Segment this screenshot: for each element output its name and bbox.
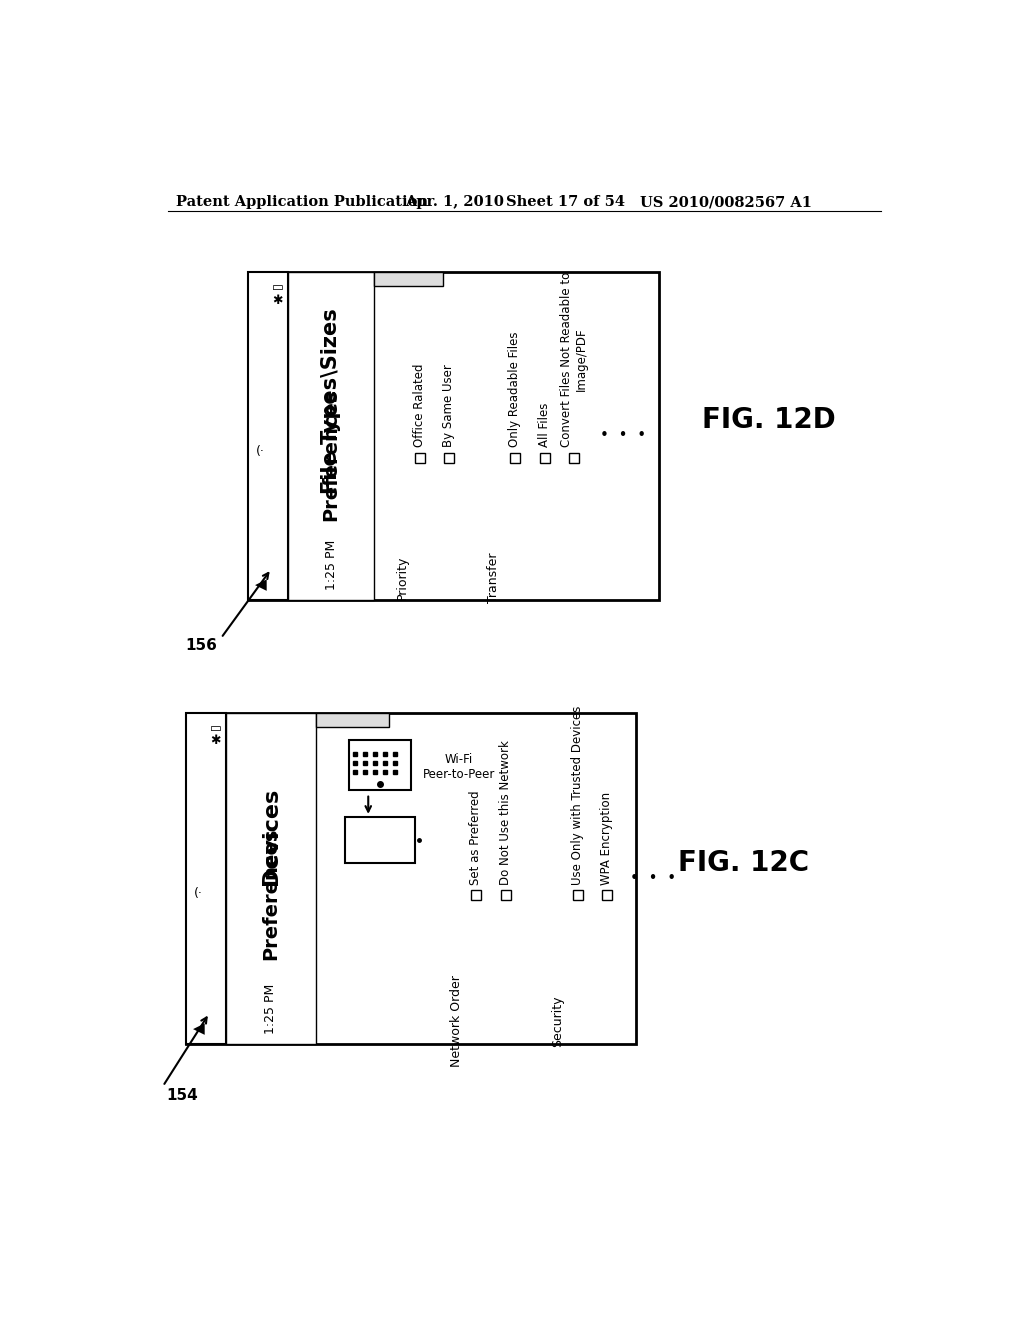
- Text: All Files: All Files: [538, 403, 551, 447]
- Text: Patent Application Publication: Patent Application Publication: [176, 195, 428, 210]
- Text: US 2010/0082567 A1: US 2010/0082567 A1: [640, 195, 811, 210]
- Text: Wi-Fi
Peer-to-Peer: Wi-Fi Peer-to-Peer: [423, 752, 495, 780]
- Text: Network Order: Network Order: [450, 975, 463, 1067]
- Text: (·: (·: [256, 445, 265, 458]
- Text: Only Readable Files: Only Readable Files: [508, 331, 521, 447]
- Text: WPA Encryption: WPA Encryption: [600, 792, 613, 886]
- Bar: [349, 739, 411, 789]
- Bar: [415, 453, 425, 463]
- Text: ◀: ◀: [193, 1020, 205, 1036]
- Text: Preferences: Preferences: [322, 388, 341, 521]
- Text: Use Only with Trusted Devices: Use Only with Trusted Devices: [571, 706, 584, 886]
- Text: 1:25 PM: 1:25 PM: [264, 985, 278, 1035]
- Text: ✱: ✱: [272, 293, 283, 306]
- Text: FIG. 12D: FIG. 12D: [701, 407, 836, 434]
- Text: Set as Preferred: Set as Preferred: [469, 791, 482, 886]
- Bar: [471, 890, 481, 900]
- Bar: [572, 890, 583, 900]
- Text: •  •  •: • • •: [600, 428, 646, 444]
- Text: •  •  •: • • •: [630, 871, 676, 886]
- Bar: [540, 453, 550, 463]
- Bar: [186, 713, 226, 1044]
- Text: Preferences: Preferences: [261, 828, 281, 960]
- Text: (·: (·: [195, 887, 203, 900]
- Bar: [602, 890, 612, 900]
- Text: 154: 154: [167, 1088, 199, 1104]
- Bar: [345, 817, 415, 863]
- Bar: [226, 713, 315, 1044]
- Text: Office Ralated: Office Ralated: [413, 363, 426, 447]
- Bar: [315, 713, 389, 726]
- Text: 1:25 PM: 1:25 PM: [325, 540, 338, 590]
- Text: ◀: ◀: [255, 577, 266, 591]
- Text: Devices: Devices: [261, 787, 281, 884]
- Bar: [569, 453, 579, 463]
- Bar: [248, 272, 289, 599]
- Bar: [444, 453, 455, 463]
- Text: ✱: ✱: [210, 734, 221, 747]
- Text: 156: 156: [185, 639, 217, 653]
- Text: ▭: ▭: [210, 722, 221, 735]
- Bar: [374, 272, 443, 286]
- Text: By Same User: By Same User: [442, 364, 456, 447]
- Text: Do Not Use this Network: Do Not Use this Network: [499, 741, 512, 886]
- Text: Convert Files Not Readable to
Image/PDF: Convert Files Not Readable to Image/PDF: [560, 272, 588, 447]
- Text: Apr. 1, 2010: Apr. 1, 2010: [406, 195, 505, 210]
- Bar: [289, 272, 374, 599]
- Bar: [510, 453, 520, 463]
- Text: Transfer: Transfer: [486, 553, 500, 603]
- Bar: [248, 272, 658, 599]
- Bar: [186, 713, 636, 1044]
- Text: Sheet 17 of 54: Sheet 17 of 54: [506, 195, 626, 210]
- Text: File Types\Sizes: File Types\Sizes: [322, 308, 341, 494]
- Text: ▭: ▭: [271, 281, 284, 294]
- Bar: [501, 890, 511, 900]
- Text: Security: Security: [551, 995, 564, 1047]
- Text: Priority: Priority: [395, 556, 409, 601]
- Text: FIG. 12C: FIG. 12C: [678, 849, 809, 876]
